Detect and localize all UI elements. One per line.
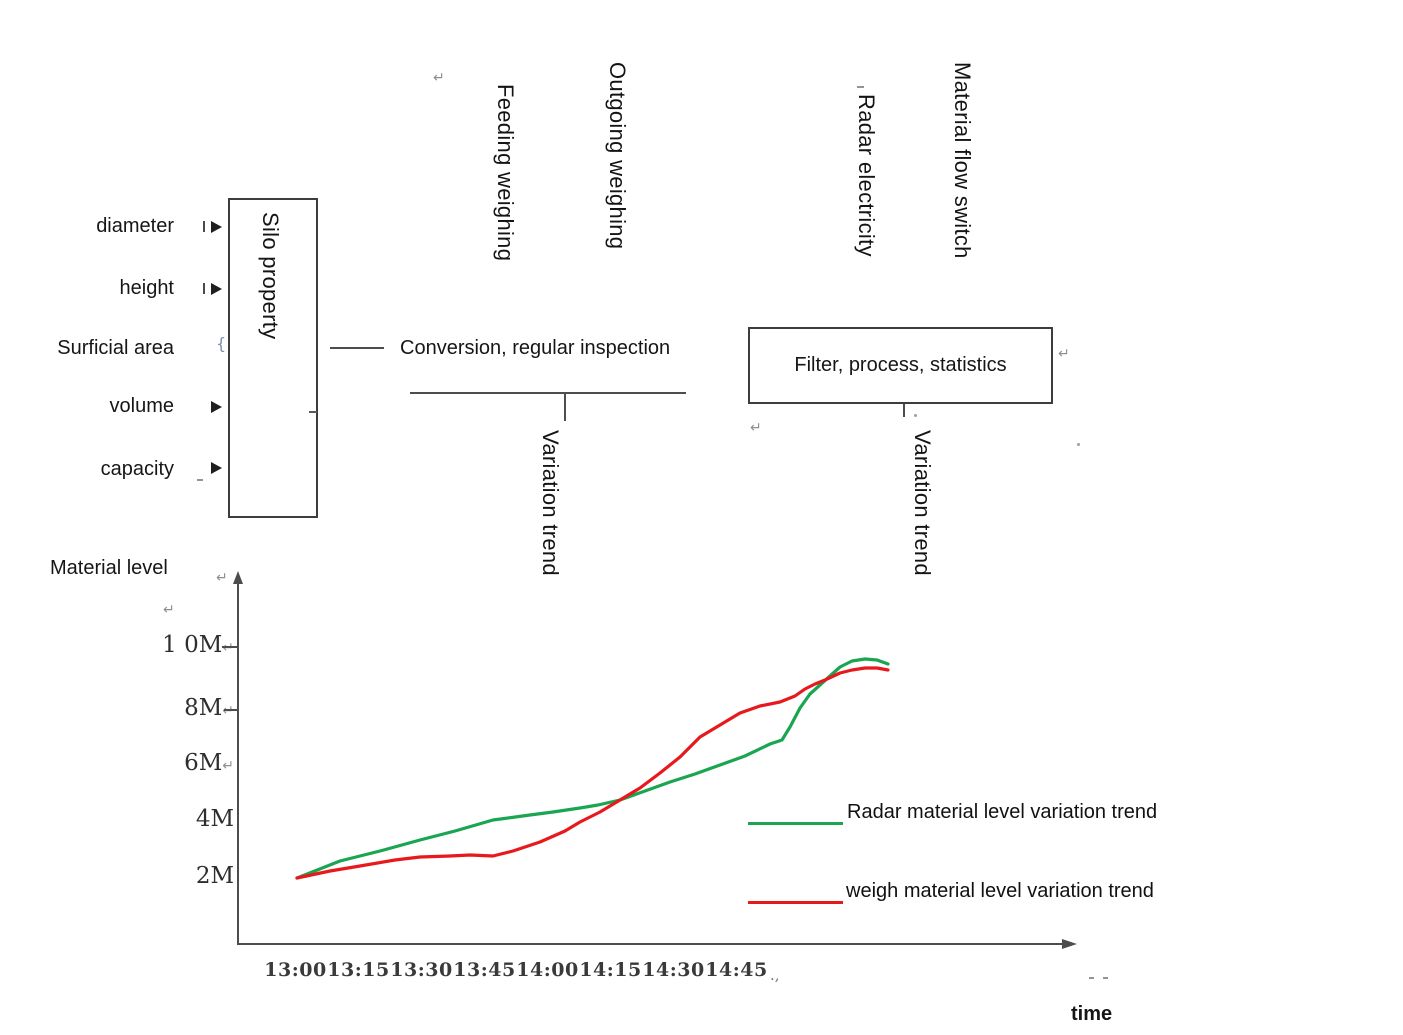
y-axis-title: Material level <box>50 557 168 579</box>
connector-tick <box>903 404 905 417</box>
selection-artifact: { <box>216 334 227 353</box>
y-axis-line <box>237 577 239 945</box>
arrow-right-icon <box>211 462 222 474</box>
x-tick: 14:30 <box>642 959 705 981</box>
x-axis-arrow-icon <box>1062 939 1077 949</box>
y-tick-4m: 4M <box>195 806 234 832</box>
arrow-right-icon <box>211 283 222 295</box>
stray-dash <box>1089 977 1094 979</box>
x-tick-suffix: ., <box>770 966 780 984</box>
stray-dash <box>1103 977 1108 979</box>
stray-dash <box>857 86 864 88</box>
y-tick-dash <box>224 709 238 711</box>
input-label-height: height <box>119 277 175 299</box>
connector-line <box>330 347 384 349</box>
paragraph-mark: ↵ <box>1058 346 1070 362</box>
x-tick: 13:15 <box>327 959 390 981</box>
input-label-diameter: diameter <box>96 215 174 237</box>
x-tick: 14:45 <box>705 959 768 981</box>
x-axis-title: time <box>1071 1003 1113 1025</box>
y-tick-2m: 2M <box>195 863 234 889</box>
legend-radar-swatch <box>748 822 843 825</box>
x-tick: 14:15 <box>579 959 642 981</box>
y-axis-arrow-icon <box>233 571 243 584</box>
arrow-right-icon <box>211 221 222 233</box>
x-tick: 13:45 <box>453 959 516 981</box>
paragraph-mark: ↵ <box>216 570 228 586</box>
silo-property-box <box>228 198 318 518</box>
x-tick: 14:00 <box>516 959 579 981</box>
stray-dot <box>1077 443 1080 446</box>
y-tick-dash <box>222 646 238 648</box>
connector-line <box>410 392 686 394</box>
x-tick: 13:00 <box>264 959 327 981</box>
input-label-volume: volume <box>109 395 174 417</box>
weigh-trend-line <box>295 666 890 880</box>
legend-weigh-label: weigh material level variation trend <box>846 880 1154 902</box>
y-tick-8m: 8M↵ <box>184 695 234 721</box>
stray-dot <box>914 414 917 417</box>
y-tick-6m: 6M↵ <box>184 750 234 776</box>
stray-dash <box>309 411 317 413</box>
x-tick-row: 13:00 13:15 13:30 13:45 14:00 14:15 14:3… <box>264 959 768 981</box>
legend-weigh-swatch <box>748 901 843 904</box>
y-tick-10m: 1 0M↵ <box>162 632 234 658</box>
connector-tick <box>564 392 566 421</box>
stray-dash <box>197 479 203 481</box>
paragraph-mark: ↵ <box>163 602 175 618</box>
input-label-surficial-area: Surficial area <box>57 337 174 359</box>
conversion-label: Conversion, regular inspection <box>400 337 671 359</box>
x-tick: 13:30 <box>390 959 453 981</box>
legend-radar-label: Radar material level variation trend <box>847 801 1158 823</box>
arrow-tail <box>203 221 205 232</box>
paragraph-mark: ↵ <box>433 70 445 86</box>
x-axis-line <box>238 943 1062 945</box>
radar-trend-line <box>295 657 890 880</box>
arrow-right-icon <box>211 401 222 413</box>
filter-box: Filter, process, statistics <box>748 327 1053 404</box>
paragraph-mark: ↵ <box>750 420 762 436</box>
input-label-capacity: capacity <box>100 458 174 480</box>
filter-box-label: Filter, process, statistics <box>794 354 1007 376</box>
arrow-tail <box>203 283 205 294</box>
